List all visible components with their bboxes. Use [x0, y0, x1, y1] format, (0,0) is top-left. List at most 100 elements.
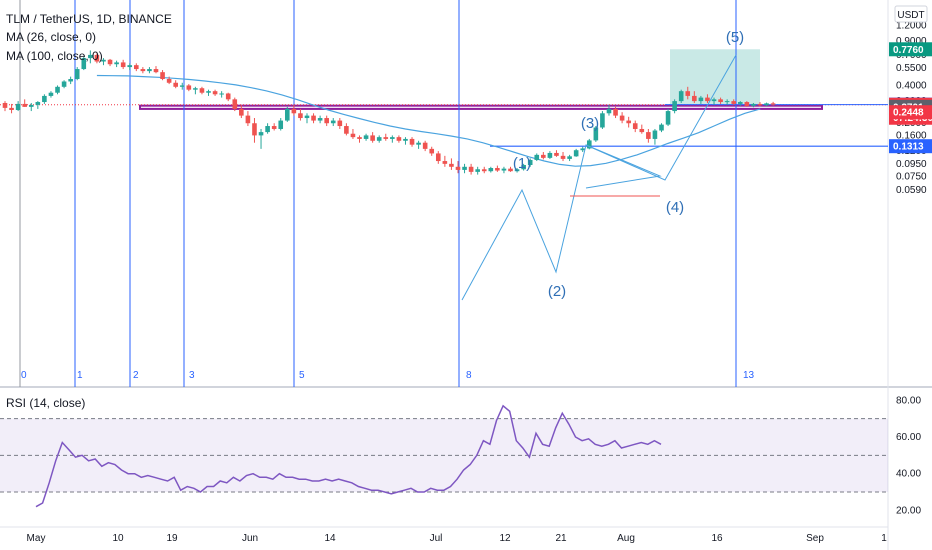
candle-body	[757, 103, 763, 106]
rsi-tick-label: 20.00	[896, 505, 921, 516]
candle-body	[692, 95, 697, 102]
candle-body	[357, 137, 362, 139]
ma26-legend[interactable]: MA (26, close, 0)	[6, 30, 97, 44]
currency-label: USDT	[897, 10, 924, 21]
candle-body	[626, 120, 631, 124]
date-tick-label: Jun	[242, 533, 258, 544]
candle-body	[291, 108, 297, 114]
candle-body	[2, 102, 8, 108]
wave-label: (2)	[548, 283, 566, 300]
candle-body	[337, 120, 343, 127]
candle-body	[239, 108, 244, 116]
candle-body	[101, 59, 106, 62]
time-axis[interactable]: May 10 19 Jun 14 Jul 12 21 Aug 16 Sep 1	[27, 533, 888, 544]
price-tag-box	[889, 139, 932, 154]
candle-body	[770, 103, 776, 105]
price-tick-label: 0.4000	[896, 80, 927, 91]
candle-body	[600, 113, 605, 128]
candle-body	[120, 62, 126, 68]
price-tick-label: 0.1600	[896, 130, 927, 141]
candle-body	[298, 113, 303, 119]
rsi-axis[interactable]: 80.00 60.00 40.00 20.00	[896, 395, 921, 516]
candle-body	[567, 156, 572, 159]
elliott-wave-path	[461, 54, 737, 301]
candle-body	[580, 148, 586, 151]
cycle-label: 3	[189, 370, 195, 381]
candle-body	[508, 168, 513, 172]
price-tag-box	[889, 105, 932, 120]
candle-body	[199, 88, 205, 93]
candle-body	[376, 137, 382, 141]
candle-body	[81, 58, 87, 70]
wave-label: (3)	[581, 115, 599, 132]
candle-body	[593, 127, 599, 141]
wave-label: (4)	[666, 199, 684, 216]
candle-body	[416, 142, 421, 145]
trade-zones-layer	[139, 49, 823, 110]
cycle-label: 0	[21, 370, 27, 381]
candle-body	[186, 85, 192, 90]
date-tick-label: 21	[555, 533, 567, 544]
candle-body	[646, 132, 651, 139]
candle-body	[140, 69, 146, 72]
currency-box[interactable]	[894, 5, 928, 23]
candle-body	[698, 97, 704, 102]
symbol-title[interactable]: TLM / TetherUS, 1D, BINANCE	[6, 12, 172, 26]
price-tag-box	[889, 42, 932, 57]
rsi-tick-label: 60.00	[896, 432, 921, 443]
candle-body	[442, 161, 448, 164]
ma100-legend[interactable]: MA (100, close, 0)	[6, 49, 103, 63]
candle-body	[652, 130, 658, 139]
candle-body	[28, 104, 34, 107]
horizontal-levels-layer	[0, 104, 888, 147]
candle-body	[55, 86, 60, 93]
candle-body	[521, 165, 526, 170]
price-tags: 0.77600.28140.280707:24:300.27010.24480.…	[889, 42, 932, 154]
rsi-tick-label: 80.00	[896, 395, 921, 406]
candle-body	[284, 108, 290, 121]
price-pane[interactable]	[0, 0, 888, 386]
rsi-pane[interactable]	[0, 389, 888, 525]
candle-body	[15, 103, 21, 110]
candle-body	[252, 123, 257, 136]
candle-body	[541, 154, 546, 158]
candle-body	[685, 91, 691, 96]
target-zone	[670, 49, 760, 105]
candle-body	[711, 99, 717, 102]
price-tick-label: 0.5500	[896, 63, 927, 74]
candle-body	[731, 101, 737, 104]
candle-body	[527, 159, 533, 166]
candle-body	[573, 150, 579, 157]
rsi-line	[35, 404, 662, 508]
candle-body	[330, 120, 336, 124]
candle-body	[422, 142, 428, 149]
candle-body	[94, 54, 100, 62]
candle-body	[179, 85, 185, 87]
candle-body	[225, 93, 231, 100]
candle-body	[88, 54, 93, 59]
candle-body	[751, 103, 756, 106]
candle-body	[764, 103, 769, 106]
rsi-legend[interactable]: RSI (14, close)	[6, 396, 86, 410]
candle-body	[501, 168, 507, 171]
price-tick-label: 0.9000	[896, 36, 927, 47]
candle-body	[429, 148, 435, 154]
candle-body	[317, 118, 323, 121]
candle-body	[74, 69, 80, 80]
candles-layer	[2, 50, 776, 175]
candle-body	[114, 62, 119, 65]
rsi-tick-label: 40.00	[896, 469, 921, 480]
candle-body	[9, 107, 14, 110]
candle-body	[193, 88, 198, 90]
candle-body	[678, 91, 684, 102]
candle-body	[554, 152, 559, 156]
candle-body	[173, 82, 178, 87]
price-tag-label: 0.7760	[893, 45, 924, 56]
wave-label: (5)	[726, 29, 744, 46]
candle-body	[153, 69, 159, 73]
candle-body	[613, 108, 618, 116]
date-tick-label: Jul	[430, 533, 443, 544]
candle-body	[475, 169, 480, 172]
price-tick-label: 0.0750	[896, 172, 927, 183]
